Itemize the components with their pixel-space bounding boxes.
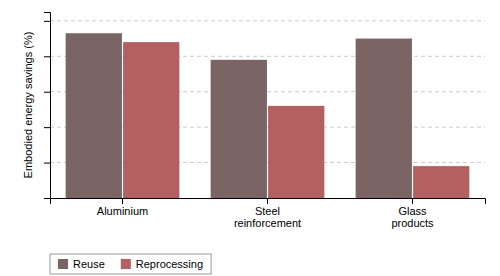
bar-series bbox=[66, 33, 412, 198]
legend-item: Reprocessing bbox=[121, 258, 203, 270]
chart-svg: Aluminium Steelreinforcement Glassproducts… bbox=[0, 0, 500, 276]
y-axis-line bbox=[44, 13, 51, 199]
x-tick: Steelreinforcement bbox=[234, 198, 301, 229]
x-tick-label: Steelreinforcement bbox=[234, 205, 301, 230]
bar bbox=[413, 166, 469, 198]
x-tick-label-line: products bbox=[391, 217, 434, 229]
y-tick bbox=[44, 127, 50, 128]
x-tick-mark bbox=[412, 198, 413, 204]
x-axis-line bbox=[51, 199, 486, 205]
y-tick bbox=[44, 21, 50, 22]
y-tick-mark bbox=[44, 56, 50, 57]
y-tick-mark bbox=[44, 127, 50, 128]
x-tick-label: Glassproducts bbox=[391, 205, 434, 230]
legend-label: Reprocessing bbox=[136, 258, 203, 270]
bar bbox=[356, 39, 412, 198]
x-tick-mark bbox=[122, 198, 123, 204]
x-tick: Glassproducts bbox=[391, 198, 434, 229]
y-tick bbox=[44, 56, 50, 57]
y-tick bbox=[44, 92, 50, 93]
legend-swatch bbox=[58, 259, 68, 269]
y-axis-title: Embodied energy savings (%) bbox=[22, 32, 34, 179]
plot: Aluminium Steelreinforcement Glassproducts bbox=[44, 13, 486, 230]
legend-item: Reuse bbox=[58, 258, 105, 270]
legend-frame bbox=[50, 254, 211, 274]
legend-swatch bbox=[121, 259, 131, 269]
x-tick-label-line: reinforcement bbox=[234, 217, 301, 229]
bars bbox=[66, 33, 470, 198]
x-tick-label-line: Steel bbox=[255, 205, 280, 217]
y-tick-mark bbox=[44, 163, 50, 164]
bar bbox=[123, 42, 179, 198]
bar-series bbox=[123, 42, 469, 198]
legend-label: Reuse bbox=[73, 258, 105, 270]
y-axis bbox=[44, 13, 51, 199]
x-tick-label-line: Glass bbox=[398, 205, 427, 217]
x-tick-label: Aluminium bbox=[97, 205, 148, 217]
x-tick-label-line: Aluminium bbox=[97, 205, 148, 217]
bar bbox=[211, 60, 267, 198]
y-tick bbox=[44, 163, 50, 164]
x-tick: Aluminium bbox=[97, 198, 148, 217]
legend: Reuse Reprocessing bbox=[50, 254, 211, 274]
y-tick-mark bbox=[44, 21, 50, 22]
bar bbox=[268, 106, 324, 198]
y-tick-mark bbox=[44, 92, 50, 93]
x-tick-mark bbox=[267, 198, 268, 204]
x-axis: Aluminium Steelreinforcement Glassproducts bbox=[51, 198, 486, 229]
chart-container: Aluminium Steelreinforcement Glassproducts… bbox=[0, 0, 500, 276]
grid-line bbox=[50, 20, 485, 21]
bar bbox=[66, 33, 122, 198]
